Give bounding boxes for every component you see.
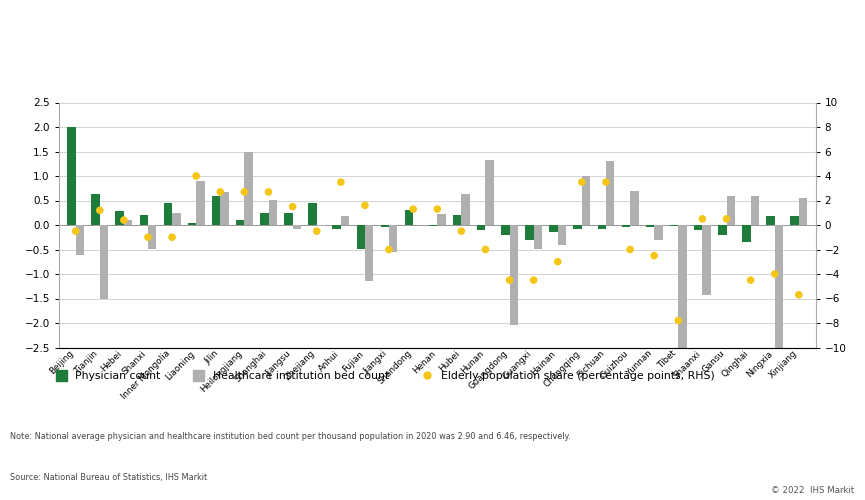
Bar <box>67 127 76 225</box>
Point <box>695 215 709 223</box>
Point <box>431 205 445 213</box>
Point <box>551 258 565 266</box>
Bar <box>558 225 567 244</box>
Bar <box>163 203 172 225</box>
Bar <box>582 176 590 225</box>
Point <box>720 215 734 223</box>
Point <box>69 227 83 235</box>
Text: Mainland China healthcare resources per thousand population by region in 2020, c: Mainland China healthcare resources per … <box>11 20 803 32</box>
Bar <box>477 225 485 230</box>
Bar <box>92 194 99 225</box>
Bar <box>236 220 245 225</box>
Point <box>599 178 613 186</box>
Point <box>93 206 106 214</box>
Bar <box>501 225 509 235</box>
Bar <box>292 225 301 229</box>
Bar <box>429 225 438 226</box>
Bar <box>76 225 84 256</box>
Point <box>791 291 805 299</box>
Bar <box>268 200 277 225</box>
Bar <box>718 225 727 235</box>
Bar <box>549 225 558 232</box>
Point <box>454 227 468 235</box>
Bar <box>124 220 132 225</box>
Bar <box>405 210 413 225</box>
Bar <box>509 225 518 326</box>
Point <box>310 227 324 235</box>
Bar <box>646 225 654 228</box>
Bar <box>654 225 663 240</box>
Bar <box>188 223 196 225</box>
Point <box>647 252 661 260</box>
Legend: Physician count, Healthcare institution bed count, Elderly population share (per: Physician count, Healthcare institution … <box>55 370 714 382</box>
Point <box>141 233 155 241</box>
Bar <box>341 216 349 225</box>
Point <box>334 178 348 186</box>
Point <box>238 188 252 196</box>
Point <box>261 188 275 196</box>
Bar <box>670 225 678 226</box>
Point <box>623 246 637 254</box>
Point <box>503 276 516 284</box>
Bar <box>389 225 398 252</box>
Bar <box>221 192 228 225</box>
Bar <box>308 203 317 225</box>
Bar <box>196 181 205 225</box>
Text: Note: National average physician and healthcare institution bed count per thousa: Note: National average physician and hea… <box>10 432 571 440</box>
Bar <box>598 225 606 229</box>
Point <box>575 178 589 186</box>
Point <box>527 276 541 284</box>
Bar <box>381 225 389 228</box>
Point <box>358 202 372 209</box>
Bar <box>694 225 702 230</box>
Bar <box>791 216 798 225</box>
Bar <box>525 225 534 240</box>
Point <box>165 233 179 241</box>
Bar <box>622 225 630 228</box>
Point <box>478 246 492 254</box>
Bar <box>212 196 221 225</box>
Bar <box>461 194 470 225</box>
Bar <box>798 198 807 225</box>
Point <box>407 205 420 213</box>
Bar <box>148 225 157 248</box>
Text: average: average <box>11 63 72 76</box>
Bar <box>115 212 124 225</box>
Bar <box>573 225 582 229</box>
Bar <box>139 215 148 225</box>
Text: Source: National Bureau of Statistics, IHS Markit: Source: National Bureau of Statistics, I… <box>10 474 208 482</box>
Bar <box>365 225 374 281</box>
Point <box>382 246 396 254</box>
Bar <box>317 225 325 226</box>
Point <box>768 270 782 278</box>
Bar <box>453 215 461 225</box>
Bar <box>678 225 687 450</box>
Bar <box>742 225 751 242</box>
Point <box>117 216 131 224</box>
Bar <box>702 225 711 294</box>
Bar <box>485 160 494 225</box>
Bar <box>438 214 445 225</box>
Bar <box>727 196 735 225</box>
Bar <box>245 152 253 225</box>
Bar <box>766 216 775 225</box>
Text: © 2022  IHS Markit: © 2022 IHS Markit <box>772 486 855 495</box>
Bar <box>332 225 341 229</box>
Point <box>285 202 299 210</box>
Bar <box>99 225 108 298</box>
Bar <box>534 225 542 248</box>
Bar <box>260 213 268 225</box>
Bar <box>172 213 181 225</box>
Bar <box>630 190 638 225</box>
Bar <box>751 196 759 225</box>
Bar <box>356 225 365 248</box>
Point <box>671 316 685 324</box>
Bar <box>775 225 783 350</box>
Point <box>744 276 758 284</box>
Bar <box>606 162 614 225</box>
Bar <box>285 213 292 225</box>
Point <box>189 172 203 180</box>
Point <box>214 188 227 196</box>
